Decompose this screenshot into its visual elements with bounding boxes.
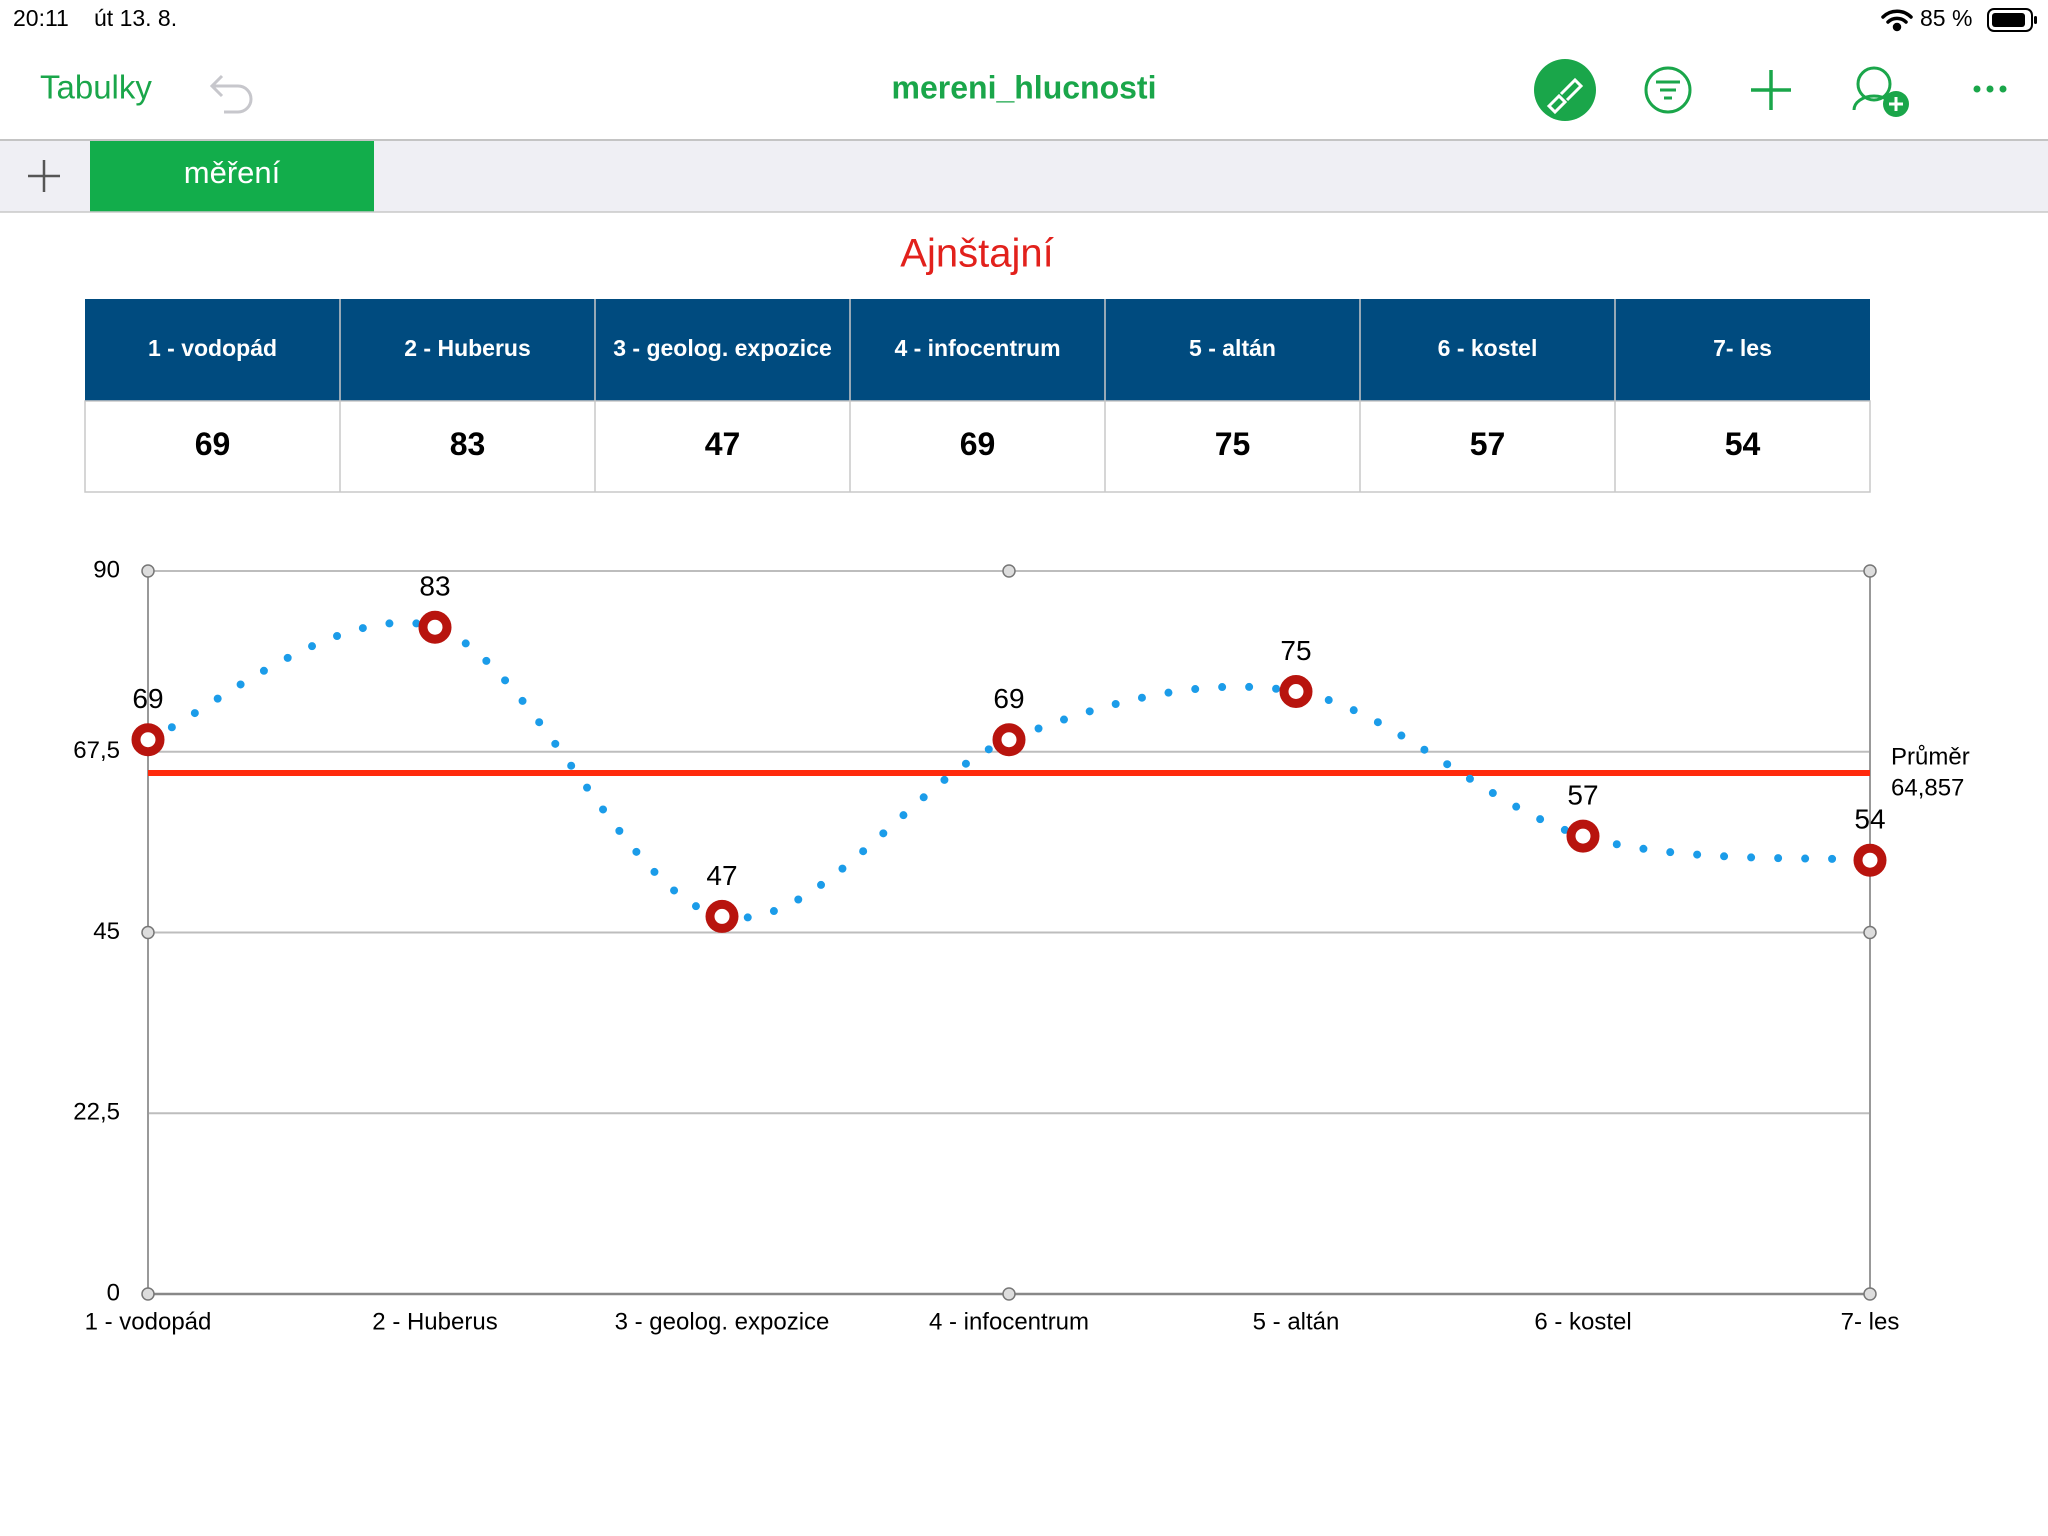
table-cell: 75	[1215, 426, 1251, 462]
point-marker	[992, 723, 1026, 757]
point-marker	[131, 723, 165, 757]
x-tick-label: 4 - infocentrum	[929, 1308, 1089, 1335]
average-name: Průměr	[1891, 743, 1970, 770]
selection-handle	[1002, 564, 1016, 578]
table-header-cell: 5 - altán	[1189, 335, 1276, 361]
x-tick-label: 5 - altán	[1253, 1308, 1340, 1335]
x-tick-label: 7- les	[1841, 1308, 1900, 1335]
status-date: út 13. 8.	[94, 5, 177, 31]
data-label: 69	[993, 683, 1024, 714]
table-header-cell: 6 - kostel	[1438, 335, 1538, 361]
back-button[interactable]: Tabulky	[40, 69, 152, 106]
table-cell: 54	[1725, 426, 1761, 462]
wifi-icon	[1881, 9, 1913, 32]
x-tick-label: 1 - vodopád	[85, 1308, 212, 1335]
table-cell: 47	[705, 426, 741, 462]
status-time: 20:11	[13, 5, 69, 31]
sheet-title: Ajnštajní	[900, 232, 1053, 276]
table-header-cell: 4 - infocentrum	[894, 335, 1060, 361]
table-header-cell: 3 - geolog. expozice	[613, 335, 832, 361]
point-marker	[1279, 675, 1313, 708]
selection-handle	[141, 1287, 155, 1301]
selection-handle	[141, 925, 155, 940]
table-cell: 57	[1470, 426, 1506, 462]
add-sheet-button[interactable]	[28, 160, 60, 192]
battery-text: 85 %	[1920, 5, 1972, 31]
data-label: 69	[132, 683, 163, 714]
table-cell: 69	[960, 426, 996, 462]
average-label: 64,857	[1891, 774, 1964, 801]
data-label: 57	[1567, 779, 1598, 810]
format-button[interactable]	[1534, 59, 1596, 121]
table-header-cell: 1 - vodopád	[148, 335, 277, 361]
data-label: 54	[1854, 804, 1885, 835]
selection-handle	[1863, 1287, 1877, 1301]
table-cell: 69	[195, 426, 231, 462]
data-label: 47	[706, 860, 737, 891]
filter-button[interactable]	[1644, 66, 1692, 114]
undo-icon[interactable]	[209, 74, 253, 114]
y-tick-label: 90	[93, 556, 120, 583]
x-tick-label: 3 - geolog. expozice	[615, 1308, 830, 1335]
battery-icon	[1987, 8, 2037, 32]
data-label: 83	[419, 571, 450, 602]
y-tick-label: 67,5	[73, 737, 120, 764]
y-tick-label: 22,5	[73, 1099, 120, 1126]
sheet-tab-label[interactable]: měření	[184, 155, 281, 190]
point-marker	[1566, 819, 1600, 853]
point-marker	[418, 610, 452, 644]
selection-handle	[141, 564, 155, 578]
collaborate-button[interactable]	[1852, 66, 1909, 117]
data-label: 75	[1280, 635, 1311, 666]
selection-handle	[1002, 1287, 1016, 1301]
add-button[interactable]	[1751, 70, 1791, 110]
point-marker	[705, 899, 739, 933]
table-header-cell: 2 - Huberus	[404, 335, 531, 361]
point-marker	[1853, 843, 1887, 877]
table-row-border	[84, 400, 1871, 493]
x-tick-label: 2 - Huberus	[372, 1308, 497, 1335]
x-tick-label: 6 - kostel	[1534, 1308, 1631, 1335]
table-cell: 83	[450, 426, 486, 462]
y-tick-label: 0	[107, 1279, 120, 1306]
table-header-cell: 7- les	[1713, 335, 1772, 361]
document-title: mereni_hlucnosti	[892, 69, 1157, 105]
selection-handle	[1863, 925, 1877, 940]
sheet-tab[interactable]	[90, 141, 374, 212]
selection-handle	[1863, 564, 1877, 578]
table-header-bg	[85, 299, 1870, 401]
more-button[interactable]	[1973, 85, 2007, 93]
y-tick-label: 45	[93, 918, 120, 945]
